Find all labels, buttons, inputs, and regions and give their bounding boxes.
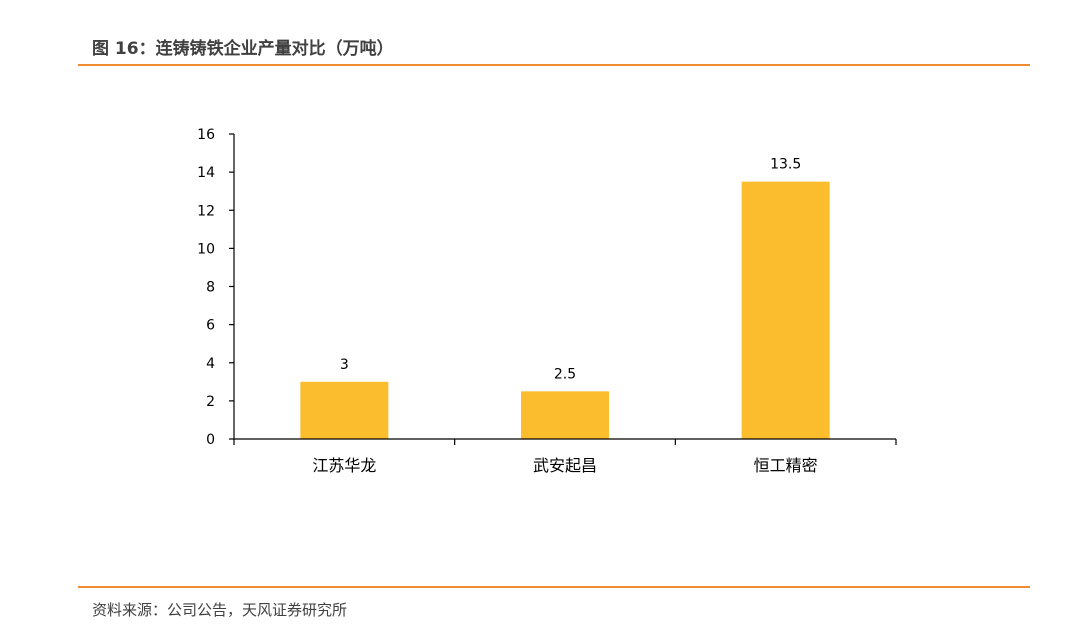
data-label-3: 13.5 bbox=[770, 157, 801, 173]
bar-3 bbox=[741, 181, 830, 439]
data-label-1: 3 bbox=[340, 357, 349, 373]
figure-title: 图 16：连铸铸铁企业产量对比（万吨） bbox=[92, 39, 394, 59]
y-tick-label-5: 10 bbox=[197, 241, 215, 257]
y-tick-label-4: 8 bbox=[206, 280, 215, 296]
title-divider bbox=[78, 64, 1030, 66]
data-label-2: 2.5 bbox=[554, 366, 576, 382]
y-tick-label-6: 12 bbox=[197, 203, 215, 219]
y-tick-label-7: 14 bbox=[197, 165, 215, 181]
y-tick-label-0: 0 bbox=[206, 432, 215, 448]
y-tick-label-1: 2 bbox=[206, 394, 215, 410]
x-tick-label-3: 恒工精密 bbox=[754, 456, 818, 475]
bar-1 bbox=[300, 381, 389, 439]
y-tick-label-3: 6 bbox=[206, 318, 215, 334]
y-tick-label-8: 16 bbox=[197, 127, 215, 143]
x-tick-label-2: 武安起昌 bbox=[533, 456, 597, 475]
bar-2 bbox=[521, 391, 609, 439]
y-tick-label-2: 4 bbox=[206, 356, 215, 372]
x-tick-label-1: 江苏华龙 bbox=[312, 456, 376, 475]
source-divider bbox=[78, 586, 1030, 588]
source-note: 资料来源：公司公告，天风证券研究所 bbox=[92, 601, 348, 619]
